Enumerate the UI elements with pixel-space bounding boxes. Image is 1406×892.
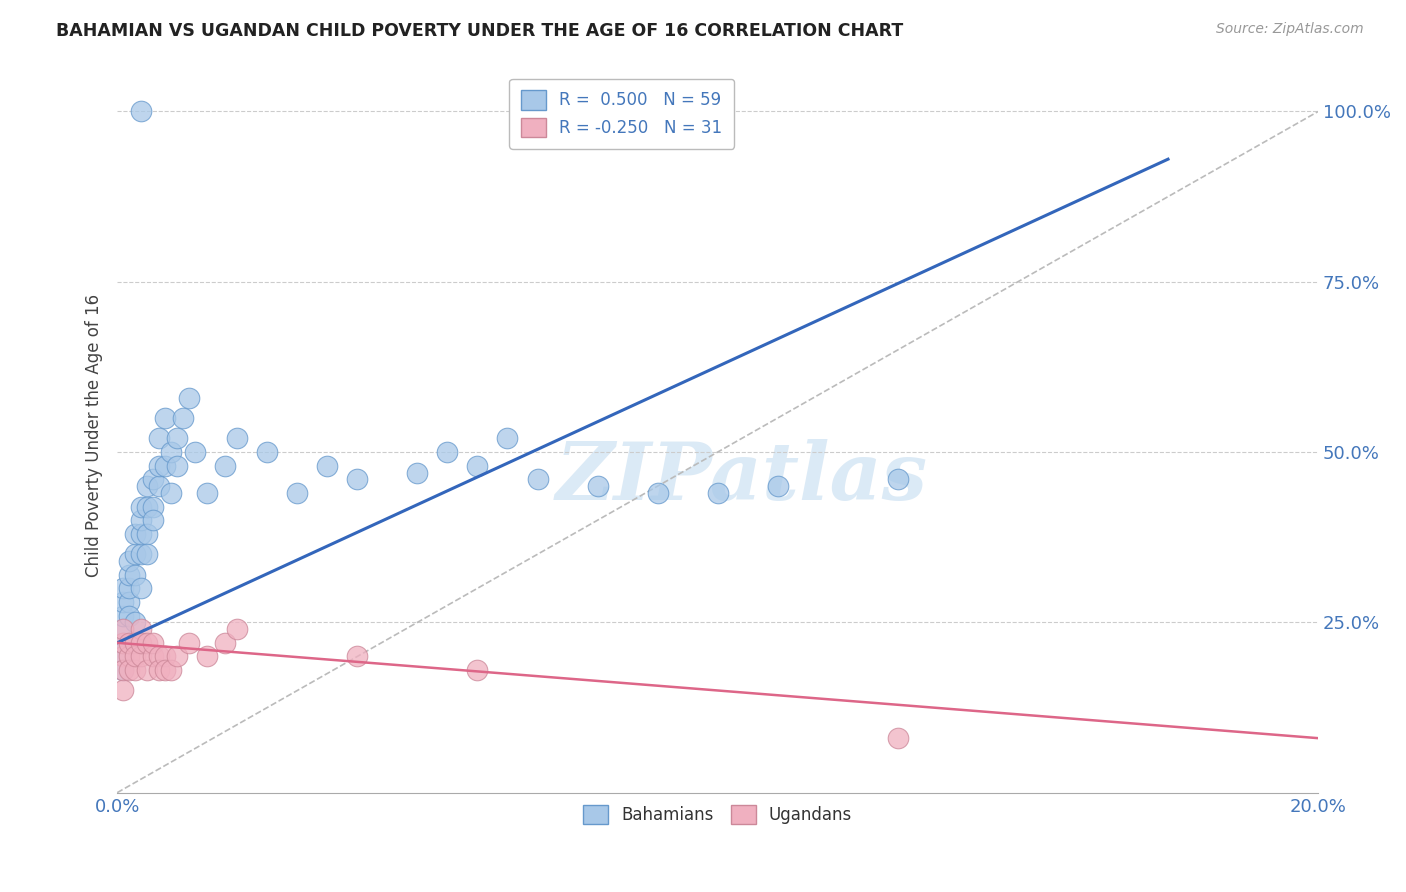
- Point: [136, 547, 159, 561]
- Point: [118, 636, 141, 650]
- Point: [112, 683, 135, 698]
- Point: [148, 432, 170, 446]
- Point: [112, 608, 135, 623]
- Text: ZIPatlas: ZIPatlas: [555, 439, 928, 516]
- Point: [160, 445, 183, 459]
- Point: [148, 663, 170, 677]
- Point: [112, 622, 135, 636]
- Point: [129, 104, 152, 119]
- Point: [142, 649, 165, 664]
- Point: [214, 636, 236, 650]
- Point: [136, 526, 159, 541]
- Point: [129, 500, 152, 514]
- Text: BAHAMIAN VS UGANDAN CHILD POVERTY UNDER THE AGE OF 16 CORRELATION CHART: BAHAMIAN VS UGANDAN CHILD POVERTY UNDER …: [56, 22, 904, 40]
- Point: [148, 479, 170, 493]
- Point: [148, 649, 170, 664]
- Point: [887, 472, 910, 486]
- Point: [124, 615, 146, 630]
- Point: [118, 608, 141, 623]
- Point: [160, 486, 183, 500]
- Point: [195, 649, 218, 664]
- Point: [118, 663, 141, 677]
- Point: [887, 731, 910, 746]
- Point: [129, 649, 152, 664]
- Point: [496, 432, 519, 446]
- Point: [124, 547, 146, 561]
- Point: [142, 513, 165, 527]
- Point: [155, 649, 177, 664]
- Point: [124, 526, 146, 541]
- Point: [346, 649, 368, 664]
- Point: [160, 663, 183, 677]
- Point: [112, 622, 135, 636]
- Point: [316, 458, 339, 473]
- Point: [179, 391, 201, 405]
- Point: [118, 582, 141, 596]
- Point: [166, 432, 188, 446]
- Point: [256, 445, 278, 459]
- Point: [129, 513, 152, 527]
- Point: [124, 663, 146, 677]
- Point: [129, 636, 152, 650]
- Point: [406, 466, 429, 480]
- Point: [155, 411, 177, 425]
- Point: [124, 636, 146, 650]
- Point: [346, 472, 368, 486]
- Point: [112, 649, 135, 664]
- Point: [142, 500, 165, 514]
- Point: [129, 622, 152, 636]
- Point: [226, 432, 249, 446]
- Point: [148, 458, 170, 473]
- Point: [285, 486, 308, 500]
- Point: [136, 500, 159, 514]
- Point: [467, 663, 489, 677]
- Point: [195, 486, 218, 500]
- Point: [179, 636, 201, 650]
- Point: [166, 649, 188, 664]
- Point: [155, 663, 177, 677]
- Point: [136, 479, 159, 493]
- Point: [136, 663, 159, 677]
- Point: [129, 526, 152, 541]
- Point: [436, 445, 458, 459]
- Point: [166, 458, 188, 473]
- Point: [118, 554, 141, 568]
- Point: [124, 567, 146, 582]
- Point: [226, 622, 249, 636]
- Point: [136, 636, 159, 650]
- Point: [124, 649, 146, 664]
- Point: [467, 458, 489, 473]
- Y-axis label: Child Poverty Under the Age of 16: Child Poverty Under the Age of 16: [86, 293, 103, 576]
- Point: [118, 649, 141, 664]
- Point: [184, 445, 207, 459]
- Point: [766, 479, 789, 493]
- Point: [112, 663, 135, 677]
- Point: [112, 595, 135, 609]
- Point: [172, 411, 194, 425]
- Point: [118, 567, 141, 582]
- Point: [118, 595, 141, 609]
- Point: [586, 479, 609, 493]
- Point: [706, 486, 728, 500]
- Point: [112, 636, 135, 650]
- Point: [112, 636, 135, 650]
- Point: [112, 582, 135, 596]
- Point: [142, 472, 165, 486]
- Point: [129, 582, 152, 596]
- Point: [112, 649, 135, 664]
- Point: [112, 663, 135, 677]
- Point: [155, 458, 177, 473]
- Legend: Bahamians, Ugandans: Bahamians, Ugandans: [574, 795, 862, 834]
- Point: [142, 636, 165, 650]
- Point: [129, 547, 152, 561]
- Point: [214, 458, 236, 473]
- Point: [526, 472, 548, 486]
- Text: Source: ZipAtlas.com: Source: ZipAtlas.com: [1216, 22, 1364, 37]
- Point: [647, 486, 669, 500]
